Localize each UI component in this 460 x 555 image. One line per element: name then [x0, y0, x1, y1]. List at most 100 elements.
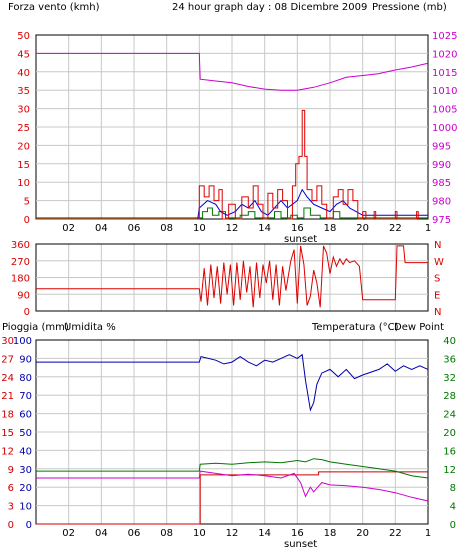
x-tick-label: 08 — [160, 528, 173, 539]
rain-tick-label: 30 — [1, 336, 14, 347]
humidity-tick-label: 30 — [19, 465, 32, 476]
compass-tick-label: N — [434, 240, 441, 251]
x-tick-label: 06 — [128, 223, 141, 234]
x-tick-label: 14 — [258, 223, 271, 234]
humidity-line — [36, 353, 429, 412]
wind-tick-label: 20 — [17, 141, 30, 152]
wind-tick-label: 5 — [24, 197, 30, 208]
x-tick-label: 16 — [291, 528, 304, 539]
wind-tick-label: 10 — [17, 178, 30, 189]
x-tick-label: 20 — [356, 528, 369, 539]
wind-axis-label: Forza vento (kmh) — [8, 2, 100, 13]
temperature-tick-label: 40 — [443, 336, 456, 347]
wind-tick-label: 50 — [17, 31, 30, 42]
pressure-tick-label: 1000 — [432, 123, 457, 134]
wind-tick-label: 35 — [17, 86, 30, 97]
rain-tick-label: 9 — [8, 465, 14, 476]
wind-tick-label: 15 — [17, 160, 30, 171]
x-tick-label: 06 — [128, 528, 141, 539]
humidity-tick-label: 20 — [19, 483, 32, 494]
wind-tick-label: 25 — [17, 123, 30, 134]
compass-tick-label: W — [434, 257, 444, 268]
temperature-tick-label: 28 — [443, 391, 456, 402]
wind-gust-line — [36, 109, 419, 220]
wind-tick-label: 30 — [17, 105, 30, 116]
temperature-tick-label: 8 — [450, 483, 456, 494]
pressure-axis-label: Pressione (mb) — [372, 2, 447, 13]
x-tick-label: 12 — [226, 528, 239, 539]
humidity-tick-label: 80 — [19, 373, 32, 384]
chart-title: 24 hour graph day : 08 Dicembre 2009 — [172, 2, 367, 13]
rain-tick-label: 21 — [1, 391, 14, 402]
temperature-axis-label: Temperatura (°C) — [311, 322, 399, 333]
x-tick-label: 12 — [226, 223, 239, 234]
temperature-tick-label: 32 — [443, 373, 456, 384]
x-tick-label: 1 — [425, 528, 431, 539]
direction-tick-label: 90 — [17, 290, 30, 301]
rain-tick-label: 0 — [8, 520, 14, 531]
humidity-tick-label: 50 — [19, 428, 32, 439]
humidity-tick-label: 100 — [13, 336, 32, 347]
temperature-tick-label: 36 — [443, 354, 456, 365]
x-tick-label: 10 — [193, 528, 206, 539]
dewpoint-line — [36, 470, 429, 502]
temperature-tick-label: 12 — [443, 465, 456, 476]
temperature-tick-label: 20 — [443, 428, 456, 439]
rain-tick-label: 15 — [1, 428, 14, 439]
pressure-tick-label: 1005 — [432, 105, 457, 116]
pressure-tick-label: 1010 — [432, 86, 457, 97]
pressure-tick-label: 1020 — [432, 49, 457, 60]
temperature-tick-label: 0 — [450, 520, 456, 531]
x-tick-label: 04 — [95, 528, 108, 539]
temperature-tick-label: 4 — [450, 502, 456, 513]
dewpoint-axis-label: Dew Point — [394, 322, 444, 333]
x-tick-label: 20 — [356, 223, 369, 234]
wind-direction-line — [36, 245, 428, 308]
humidity-axis-label: Umidita % — [64, 322, 116, 333]
temperature-line — [36, 458, 429, 479]
humidity-tick-label: 60 — [19, 410, 32, 421]
wind-pressure-panel: 0510152025303540455097598098599099510001… — [17, 31, 457, 245]
x-tick-label: 02 — [62, 528, 75, 539]
x-tick-label: 04 — [95, 223, 108, 234]
wind-avg-line — [36, 188, 428, 220]
compass-tick-label: E — [434, 290, 440, 301]
direction-tick-label: 270 — [11, 257, 30, 268]
x-tick-label: 18 — [324, 528, 337, 539]
humidity-tick-label: 70 — [19, 391, 32, 402]
rain-axis-label: Pioggia (mm) — [2, 322, 69, 333]
rain-humidity-temperature-panel: 0369121518212427300102030405060708090100… — [1, 336, 456, 550]
pressure-tick-label: 980 — [432, 197, 451, 208]
direction-tick-label: 180 — [11, 274, 30, 285]
humidity-tick-label: 40 — [19, 446, 32, 457]
pressure-tick-label: 1015 — [432, 68, 457, 79]
x-tick-label: 1 — [425, 223, 431, 234]
wind-tick-label: 0 — [24, 215, 30, 226]
x-tick-label: 14 — [258, 528, 271, 539]
temperature-tick-label: 16 — [443, 446, 456, 457]
pressure-tick-label: 995 — [432, 141, 451, 152]
compass-tick-label: N — [434, 307, 441, 318]
pressure-tick-label: 985 — [432, 178, 451, 189]
rain-tick-label: 27 — [1, 354, 14, 365]
x-tick-label: 08 — [160, 223, 173, 234]
humidity-tick-label: 90 — [19, 354, 32, 365]
pressure-line — [36, 52, 429, 91]
pressure-tick-label: 1025 — [432, 31, 457, 42]
sunset-label: sunset — [284, 539, 317, 550]
x-tick-label: 22 — [389, 528, 402, 539]
x-tick-label: 16 — [291, 223, 304, 234]
rain-tick-label: 3 — [8, 502, 14, 513]
rain-tick-label: 12 — [1, 446, 14, 457]
wind-tick-label: 45 — [17, 49, 30, 60]
humidity-tick-label: 10 — [19, 502, 32, 513]
sunset-label: sunset — [284, 234, 317, 245]
rain-tick-label: 18 — [1, 410, 14, 421]
rain-tick-label: 24 — [1, 373, 14, 384]
x-tick-label: 10 — [193, 223, 206, 234]
pressure-tick-label: 990 — [432, 160, 451, 171]
wind-low-line — [36, 207, 428, 219]
humidity-tick-label: 0 — [26, 520, 32, 531]
